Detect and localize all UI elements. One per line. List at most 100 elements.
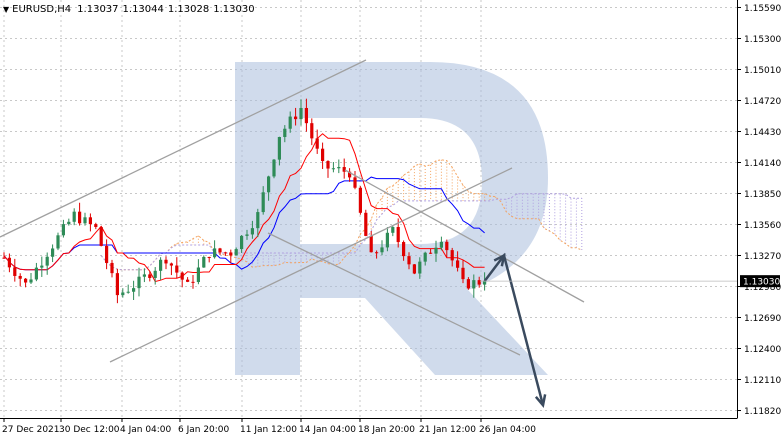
candle-body <box>439 241 443 248</box>
price-tick-label: 1.15010 <box>744 66 781 76</box>
candle-body <box>13 267 17 276</box>
price-tick-label: 1.13850 <box>744 190 781 200</box>
candle-body <box>110 262 114 274</box>
candle-body <box>385 232 389 248</box>
candle-body <box>483 281 487 285</box>
price-tick-label: 1.13560 <box>744 221 781 231</box>
candle-body <box>34 267 38 280</box>
indicator-lines-layer <box>3 133 485 283</box>
candle-body <box>245 234 249 236</box>
candle-body <box>358 187 362 213</box>
candle-body <box>283 128 287 138</box>
candle-body <box>331 168 335 170</box>
candle-body <box>196 267 200 283</box>
price-tick-label: 1.12690 <box>744 314 781 324</box>
candle-body <box>234 249 238 256</box>
candle-body <box>18 275 22 279</box>
ascending-channel-upper-line <box>0 59 367 238</box>
candle-body <box>169 263 173 266</box>
candle-body <box>288 116 292 129</box>
candle-body <box>304 107 308 124</box>
candle-body <box>380 247 384 253</box>
candle-body <box>299 107 303 120</box>
candle-body <box>418 261 422 274</box>
open-price: 1.13037 <box>77 4 119 15</box>
descending-channel-upper-line <box>344 169 585 303</box>
price-tick-label: 1.12110 <box>744 376 781 386</box>
dropdown-triangle-icon[interactable]: ▼ <box>3 5 10 14</box>
price-tick-label: 1.11820 <box>744 407 781 417</box>
candle-body <box>191 281 195 283</box>
candle-body <box>466 279 470 289</box>
kumo-cloud-layer <box>100 159 583 271</box>
candle-body <box>78 211 82 224</box>
time-tick-label: 4 Jan 04:00 <box>120 425 172 435</box>
candle-body <box>142 274 146 277</box>
candle-body <box>148 274 152 278</box>
candle-body <box>175 265 179 273</box>
candle-body <box>456 260 460 268</box>
time-tick-label: 18 Jan 20:00 <box>358 425 415 435</box>
price-tag-label: 1.13030 <box>743 278 780 288</box>
candle-body <box>445 241 449 251</box>
candle-body <box>56 235 60 249</box>
time-tick-label: 30 Dec 12:00 <box>59 425 120 435</box>
candle-body <box>159 259 163 271</box>
candle-body <box>348 171 352 178</box>
candle-body <box>223 252 227 254</box>
candle-body <box>250 228 254 235</box>
candle-body <box>261 192 265 213</box>
candle-body <box>326 161 330 169</box>
candle-body <box>321 148 325 162</box>
candle-body <box>213 248 217 258</box>
price-tag-background <box>740 275 780 288</box>
candle-body <box>207 256 211 258</box>
candle-body <box>24 278 28 283</box>
candle-body <box>396 227 400 243</box>
candle-body <box>240 235 244 250</box>
logo-watermark <box>235 62 548 375</box>
candle-body <box>267 176 271 193</box>
candle-body <box>315 138 319 149</box>
price-tick-label: 1.15300 <box>744 35 781 45</box>
candle-body <box>88 217 92 225</box>
price-tick-label: 1.15590 <box>744 4 781 14</box>
candle-body <box>402 242 406 257</box>
trend-lines-layer <box>0 59 585 363</box>
candle-body <box>126 291 130 293</box>
candle-body <box>407 256 411 265</box>
low-price: 1.13028 <box>167 4 210 15</box>
candle-body <box>434 247 438 254</box>
candle-body <box>342 167 346 172</box>
high-price: 1.13044 <box>122 4 164 15</box>
candle-body <box>353 177 357 188</box>
candle-body <box>94 224 98 227</box>
forecast-arrowhead-up <box>493 253 506 267</box>
logo-watermark-shape <box>235 62 548 375</box>
candle-body <box>105 245 109 263</box>
time-tick-label: 27 Dec 2021 <box>2 425 60 435</box>
symbol-header: ▼ EURUSD,H4 1.13037 1.13044 1.13028 1.13030 <box>3 4 259 16</box>
candle-body <box>186 279 190 282</box>
candle-body <box>180 272 184 280</box>
price-tick-label: 1.12400 <box>744 345 781 355</box>
candle-body <box>121 292 125 296</box>
candle-body <box>337 167 341 169</box>
price-tick-label: 1.13270 <box>744 252 781 262</box>
time-tick-label: 11 Jan 12:00 <box>240 425 297 435</box>
candle-body <box>477 280 481 285</box>
candle-body <box>83 217 87 224</box>
candle-body <box>277 137 281 160</box>
candle-body <box>294 116 298 120</box>
candle-body <box>461 267 465 280</box>
candle-body <box>29 279 33 283</box>
candle-body <box>40 265 44 268</box>
candle-body <box>202 256 206 268</box>
senkou-span-b-line <box>100 193 582 271</box>
candle-body <box>256 212 260 229</box>
candle-body <box>2 257 6 259</box>
forecast-arrows-layer <box>483 252 547 408</box>
candle-body <box>429 252 433 254</box>
candle-body <box>7 257 11 268</box>
